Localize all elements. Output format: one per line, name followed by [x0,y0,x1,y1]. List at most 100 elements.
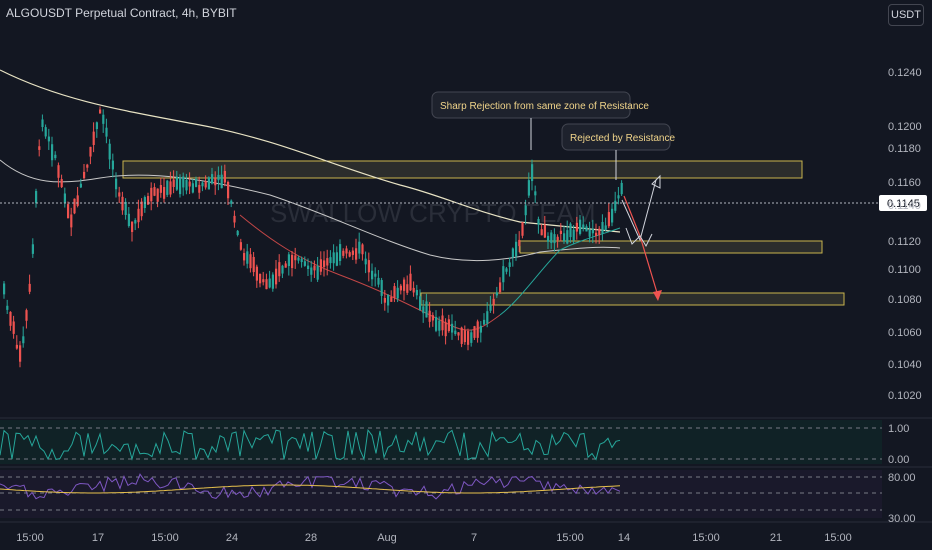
price-tick-label: 0.1040 [888,359,922,371]
candle-body [179,177,182,195]
candle-body [127,213,130,227]
candle-body [118,192,121,197]
candle-body [230,200,233,204]
candle-body [246,251,249,264]
candle-body [598,228,601,236]
candle-body [137,208,140,223]
candle-body [211,174,214,184]
candle-body [204,181,207,188]
candle-body [255,266,258,281]
chart-title: ALGOUSDT Perpetual Contract, 4h, BYBIT [6,6,237,20]
price-tick-label: 0.1080 [888,294,922,306]
ma-short-line-up [499,227,621,316]
candle-body [371,270,374,280]
osc1-tick-lower: 0.00 [888,454,909,466]
osc2-tick-lower: 30.00 [888,513,916,525]
candle-body [521,222,524,236]
price-tick-label: 0.1200 [888,121,922,133]
candle-body [12,321,15,334]
candle-body [249,254,252,269]
currency-button[interactable]: USDT [888,4,924,26]
candle-body [585,226,588,232]
candle-body [99,109,102,114]
candle-body [278,262,281,277]
candle-body [86,164,89,168]
candle-body [70,214,73,228]
candle-body [115,178,118,190]
target-zone[interactable] [420,292,845,306]
candle-body [57,165,60,178]
candle-body [550,232,553,244]
price-tick-label: 0.1180 [888,143,921,155]
candle-body [191,183,194,193]
time-tick-label: 15:00 [16,532,44,544]
time-tick-label: 17 [92,532,104,544]
candle-body [284,263,287,268]
candle-body [44,127,47,137]
candle-body [505,268,508,272]
candle-body [502,266,505,283]
candle-body [323,260,326,267]
candle-body [105,127,108,137]
candle-body [617,195,620,199]
time-tick-label: 15:00 [824,532,852,544]
candle-body [185,180,188,191]
resistance-zone[interactable] [122,160,803,179]
candle-body [63,193,66,203]
candle-body [511,248,514,258]
projection-down-arrowhead [653,290,662,301]
price-tick-label: 0.1240 [888,67,922,79]
candle-body [614,200,617,211]
candle-body [73,198,76,214]
candle-body [156,188,159,202]
candle-body [556,236,559,241]
candle-body [527,180,530,196]
callout2-text: Rejected by Resistance [570,133,675,144]
candle-body [399,285,402,291]
candle-body [476,321,479,338]
candle-body [239,242,242,250]
candle-body [515,241,518,257]
candle-body [287,254,290,267]
candle-body [207,177,210,190]
candle-body [9,311,12,326]
ma-long-line [0,69,621,233]
candle-body [214,177,217,186]
price-axis[interactable]: 0.1240 0.1200 0.1180 0.1160 0.1140 0.1120 0.11… [888,67,922,402]
candle-body [169,181,172,195]
candle-body [243,253,246,261]
candle-body [620,182,623,195]
candle-body [166,180,169,195]
candle-body [441,315,444,331]
candle-body [252,256,255,273]
price-tick-label: 0.1100 [888,264,921,276]
candle-body [473,326,476,338]
candle-body [236,230,239,236]
candle-body [159,185,162,193]
candle-body [559,230,562,234]
candle-body [419,296,422,310]
candle-body [25,310,28,321]
candle-body [563,233,566,242]
candle-body [607,212,610,227]
time-axis[interactable]: 15:00 17 15:00 24 28 Aug 7 15:00 14 15:00 21 15:00 [16,532,852,544]
support-zone[interactable] [519,240,823,254]
candle-body [217,174,220,181]
price-tick-label: 0.1120 [888,236,921,248]
candle-body [67,204,70,219]
callout1-text: Sharp Rejection from same zone of Resist… [440,101,649,112]
candle-body [300,258,303,263]
candle-body [489,304,492,311]
candle-body [95,122,98,130]
candle-body [47,136,50,142]
candle-body [326,258,329,266]
ma-mid-line [0,159,621,262]
candle-body [38,146,41,150]
candle-body [534,191,537,196]
current-price-badge [879,195,927,211]
candle-body [223,170,226,183]
candle-body [364,258,367,265]
candle-body [140,201,143,217]
candle-body [291,254,294,269]
